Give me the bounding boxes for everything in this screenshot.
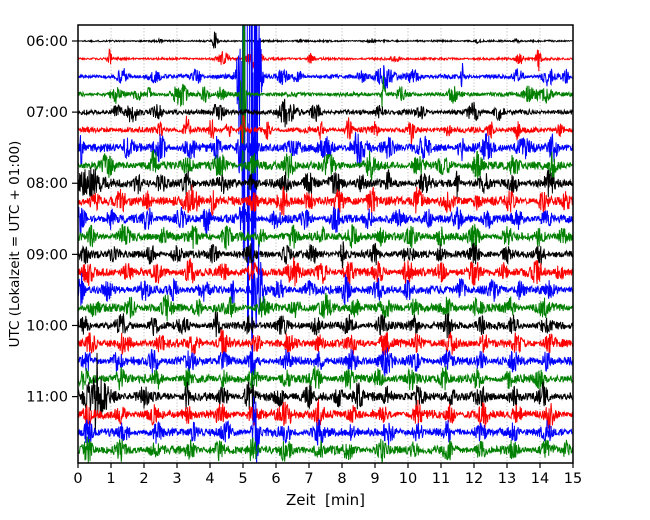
trace-10:45: [78, 366, 573, 391]
trace-07:30: [78, 126, 573, 174]
y-tick-label: 10:00: [26, 318, 68, 334]
trace-06:15: [78, 46, 573, 72]
traces: [78, 25, 573, 463]
trace-09:00: [78, 241, 573, 269]
x-tick-label: 1: [106, 471, 115, 487]
plot-frame: [77, 24, 574, 464]
trace-11:00: [78, 352, 573, 434]
trace-07:00: [78, 98, 573, 128]
y-tick-label: 08:00: [26, 176, 68, 192]
x-axis: 0 1 2 3 4 5 6 7 8 9 10 11 12 13 14 15: [73, 463, 582, 487]
trace-09:30: [78, 244, 573, 329]
y-tick-label: 07:00: [26, 105, 68, 121]
x-tick-label: 15: [564, 471, 582, 487]
trace-08:45: [78, 223, 573, 250]
trace-10:15: [78, 329, 573, 359]
x-tick-label: 14: [531, 471, 549, 487]
trace-09:15: [78, 257, 573, 287]
trace-09:45: [78, 292, 573, 322]
plot-background: [78, 25, 573, 463]
x-tick-label: 9: [370, 471, 379, 487]
x-tick-label: 10: [399, 471, 417, 487]
x-tick-label: 13: [498, 471, 516, 487]
x-tick-label: 7: [304, 471, 313, 487]
y-tick-label: 09:00: [26, 247, 68, 263]
x-tick-label: 4: [205, 471, 214, 487]
y-tick-label: 11:00: [26, 390, 68, 406]
trace-08:00: [78, 167, 573, 200]
x-tick-label: 12: [465, 471, 483, 487]
x-tick-label: 0: [73, 471, 82, 487]
trace-07:15: [78, 115, 573, 145]
trace-06:45: [78, 25, 573, 172]
x-tick-label: 6: [271, 471, 280, 487]
x-tick-label: 3: [172, 471, 181, 487]
x-tick-label: 11: [432, 471, 450, 487]
trace-08:30: [78, 206, 573, 236]
trace-06:30: [78, 25, 573, 395]
trace-11:15: [78, 399, 573, 432]
trace-07:45: [78, 150, 573, 181]
y-tick-label: 06:00: [26, 34, 68, 50]
x-tick-label: 2: [139, 471, 148, 487]
x-tick-label: 5: [238, 471, 247, 487]
trace-10:30: [78, 345, 573, 378]
trace-06:00: [78, 31, 573, 49]
trace-11:45: [78, 436, 573, 463]
trace-10:00: [78, 311, 573, 339]
x-tick-label: 8: [337, 471, 346, 487]
y-axis: 06:00 07:00 08:00 09:00 10:00 11:00: [26, 34, 78, 406]
y-axis-label: UTC (Lokalzeit = UTC + 01:00): [7, 140, 23, 348]
trace-08:15: [78, 184, 573, 216]
trace-11:30: [78, 396, 573, 463]
x-axis-label: Zeit [min]: [285, 491, 366, 509]
